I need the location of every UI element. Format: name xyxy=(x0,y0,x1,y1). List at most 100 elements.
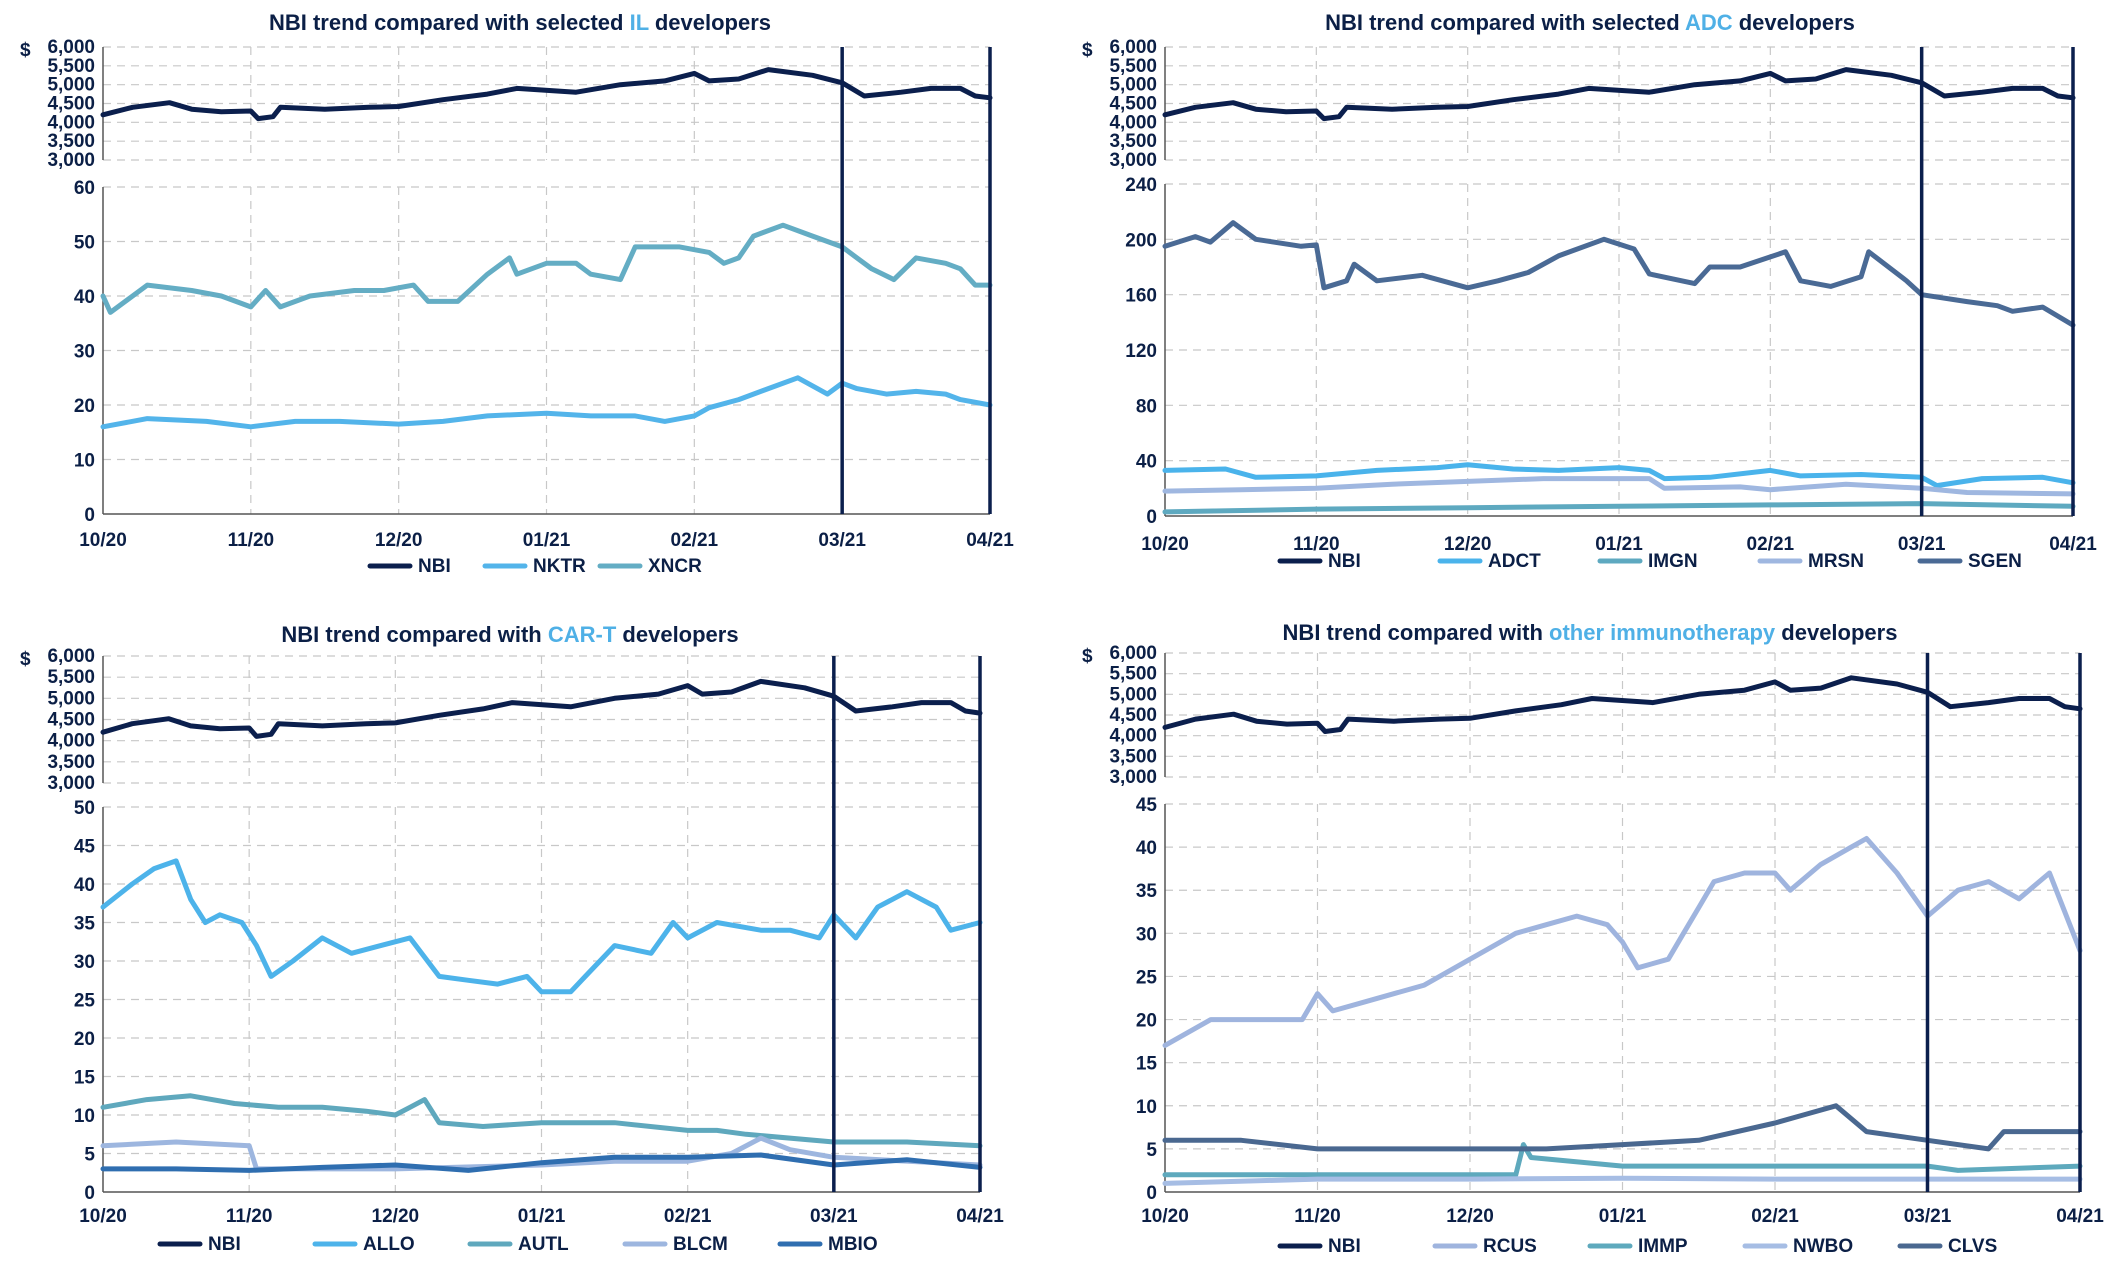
il-title-suffix: developers xyxy=(649,10,771,35)
il-nbi-tick-label: 4,000 xyxy=(47,112,95,133)
il-x-tick-label: 04/21 xyxy=(966,530,1014,551)
adc-main-tick-label: 0 xyxy=(1146,507,1157,528)
cart-main-tick-label: 0 xyxy=(84,1183,95,1204)
adc-main-tick-label: 200 xyxy=(1125,230,1157,251)
il-series-xncr xyxy=(100,222,993,315)
cart-title-highlight: CAR-T xyxy=(548,622,617,647)
cart-currency-label: $ xyxy=(20,649,31,670)
cart-main-tick-label: 25 xyxy=(74,991,96,1012)
il-legend-label-nbi: NBI xyxy=(418,556,451,577)
il-main-tick-label: 50 xyxy=(74,233,95,254)
adc-main-tick-label: 160 xyxy=(1125,286,1157,307)
adc-main-tick-label: 80 xyxy=(1136,396,1157,417)
other-legend-label-nwbo: NWBO xyxy=(1793,1236,1853,1257)
other-chart-title: NBI trend compared with other immunother… xyxy=(1283,620,1898,645)
il-main-tick-label: 20 xyxy=(74,396,95,417)
il-main-tick-label: 60 xyxy=(74,178,95,199)
il-nbi-tick-label: 4,500 xyxy=(47,94,95,115)
adc-title-suffix: developers xyxy=(1733,10,1855,35)
adc-nbi-tick-label: 3,000 xyxy=(1109,150,1157,171)
cart-x-tick-label: 12/20 xyxy=(372,1206,420,1227)
il-x-tick-label: 01/21 xyxy=(523,530,571,551)
il-legend-label-nktr: NKTR xyxy=(533,556,586,577)
cart-x-tick-label: 10/20 xyxy=(79,1206,127,1227)
adc-series-nbi xyxy=(1162,67,2076,122)
cart-nbi-tick-label: 4,000 xyxy=(47,731,95,752)
cart-main-tick-label: 10 xyxy=(74,1106,95,1127)
cart-x-tick-label: 01/21 xyxy=(518,1206,566,1227)
other-x-tick-label: 03/21 xyxy=(1904,1206,1952,1227)
adc-main-tick-label: 120 xyxy=(1125,341,1157,362)
cart-series-nbi xyxy=(100,678,983,739)
il-x-tick-label: 12/20 xyxy=(375,530,423,551)
adc-x-tick-label: 03/21 xyxy=(1898,534,1946,555)
other-main-tick-label: 40 xyxy=(1136,838,1157,859)
il-main-tick-label: 30 xyxy=(74,342,95,363)
il-main-tick-label: 0 xyxy=(84,505,95,526)
adc-legend-label-imgn: IMGN xyxy=(1648,551,1698,572)
adc-series-sgen xyxy=(1162,220,2076,328)
other-x-tick-label: 02/21 xyxy=(1751,1206,1799,1227)
other-nbi-tick-label: 3,000 xyxy=(1109,767,1157,788)
cart-legend-label-autl: AUTL xyxy=(518,1234,569,1255)
adc-main-tick-label: 240 xyxy=(1125,175,1157,196)
adc-chart-title: NBI trend compared with selected ADC dev… xyxy=(1325,10,1855,35)
adc-nbi-tick-label: 4,000 xyxy=(1109,112,1157,133)
other-main-tick-label: 10 xyxy=(1136,1097,1157,1118)
other-nbi-tick-label: 5,000 xyxy=(1109,684,1157,705)
il-legend-label-xncr: XNCR xyxy=(648,556,702,577)
adc-nbi-tick-label: 6,000 xyxy=(1109,37,1157,58)
cart-main-tick-label: 50 xyxy=(74,798,95,819)
adc-nbi-tick-label: 5,500 xyxy=(1109,56,1157,77)
cart-nbi-tick-label: 3,000 xyxy=(47,773,95,794)
other-series-nbi xyxy=(1162,675,2083,734)
other-nbi-tick-label: 6,000 xyxy=(1109,643,1157,664)
cart-main-tick-label: 15 xyxy=(74,1068,96,1089)
other-series-immp xyxy=(1162,1142,2083,1178)
other-main-tick-label: 35 xyxy=(1136,881,1158,902)
adc-currency-label: $ xyxy=(1082,40,1093,61)
il-series-nbi xyxy=(100,67,993,122)
cart-x-tick-label: 11/20 xyxy=(226,1206,273,1227)
adc-series-mrsn xyxy=(1162,476,2076,497)
other-legend-label-rcus: RCUS xyxy=(1483,1236,1537,1257)
adc-legend-label-adct: ADCT xyxy=(1488,551,1541,572)
adc-nbi-tick-label: 4,500 xyxy=(1109,94,1157,115)
il-nbi-tick-label: 5,000 xyxy=(47,75,95,96)
cart-x-tick-label: 03/21 xyxy=(810,1206,858,1227)
other-title-suffix: developers xyxy=(1775,620,1897,645)
adc-x-tick-label: 04/21 xyxy=(2049,534,2097,555)
other-x-tick-label: 12/20 xyxy=(1446,1206,1494,1227)
other-main-tick-label: 15 xyxy=(1136,1054,1158,1075)
other-series-clvs xyxy=(1162,1103,2083,1152)
cart-main-tick-label: 20 xyxy=(74,1029,95,1050)
il-chart-title: NBI trend compared with selected IL deve… xyxy=(269,10,771,35)
cart-nbi-tick-label: 5,000 xyxy=(47,688,95,709)
other-nbi-tick-label: 4,500 xyxy=(1109,705,1157,726)
adc-x-tick-label: 12/20 xyxy=(1444,534,1492,555)
cart-x-tick-label: 02/21 xyxy=(664,1206,712,1227)
adc-x-tick-label: 11/20 xyxy=(1293,534,1340,555)
adc-legend-label-sgen: SGEN xyxy=(1968,551,2022,572)
il-title-highlight: IL xyxy=(630,10,649,35)
cart-x-tick-label: 04/21 xyxy=(956,1206,1004,1227)
adc-series-adct xyxy=(1162,462,2076,489)
il-nbi-tick-label: 3,000 xyxy=(47,150,95,171)
cart-nbi-tick-label: 3,500 xyxy=(47,752,95,773)
other-nbi-tick-label: 4,000 xyxy=(1109,726,1157,747)
other-x-tick-label: 01/21 xyxy=(1599,1206,1647,1227)
il-x-tick-label: 03/21 xyxy=(818,530,866,551)
cart-main-tick-label: 40 xyxy=(74,875,95,896)
adc-legend-label-mrsn: MRSN xyxy=(1808,551,1864,572)
adc-title-highlight: ADC xyxy=(1685,10,1733,35)
il-x-tick-label: 10/20 xyxy=(79,530,127,551)
cart-nbi-tick-label: 6,000 xyxy=(47,646,95,667)
cart-legend-label-nbi: NBI xyxy=(208,1234,241,1255)
cart-title-prefix: NBI trend compared with xyxy=(281,622,547,647)
other-main-tick-label: 5 xyxy=(1146,1140,1157,1161)
other-main-tick-label: 0 xyxy=(1146,1183,1157,1204)
il-nbi-tick-label: 5,500 xyxy=(47,56,95,77)
il-x-tick-label: 11/20 xyxy=(228,530,275,551)
other-x-tick-label: 10/20 xyxy=(1141,1206,1189,1227)
